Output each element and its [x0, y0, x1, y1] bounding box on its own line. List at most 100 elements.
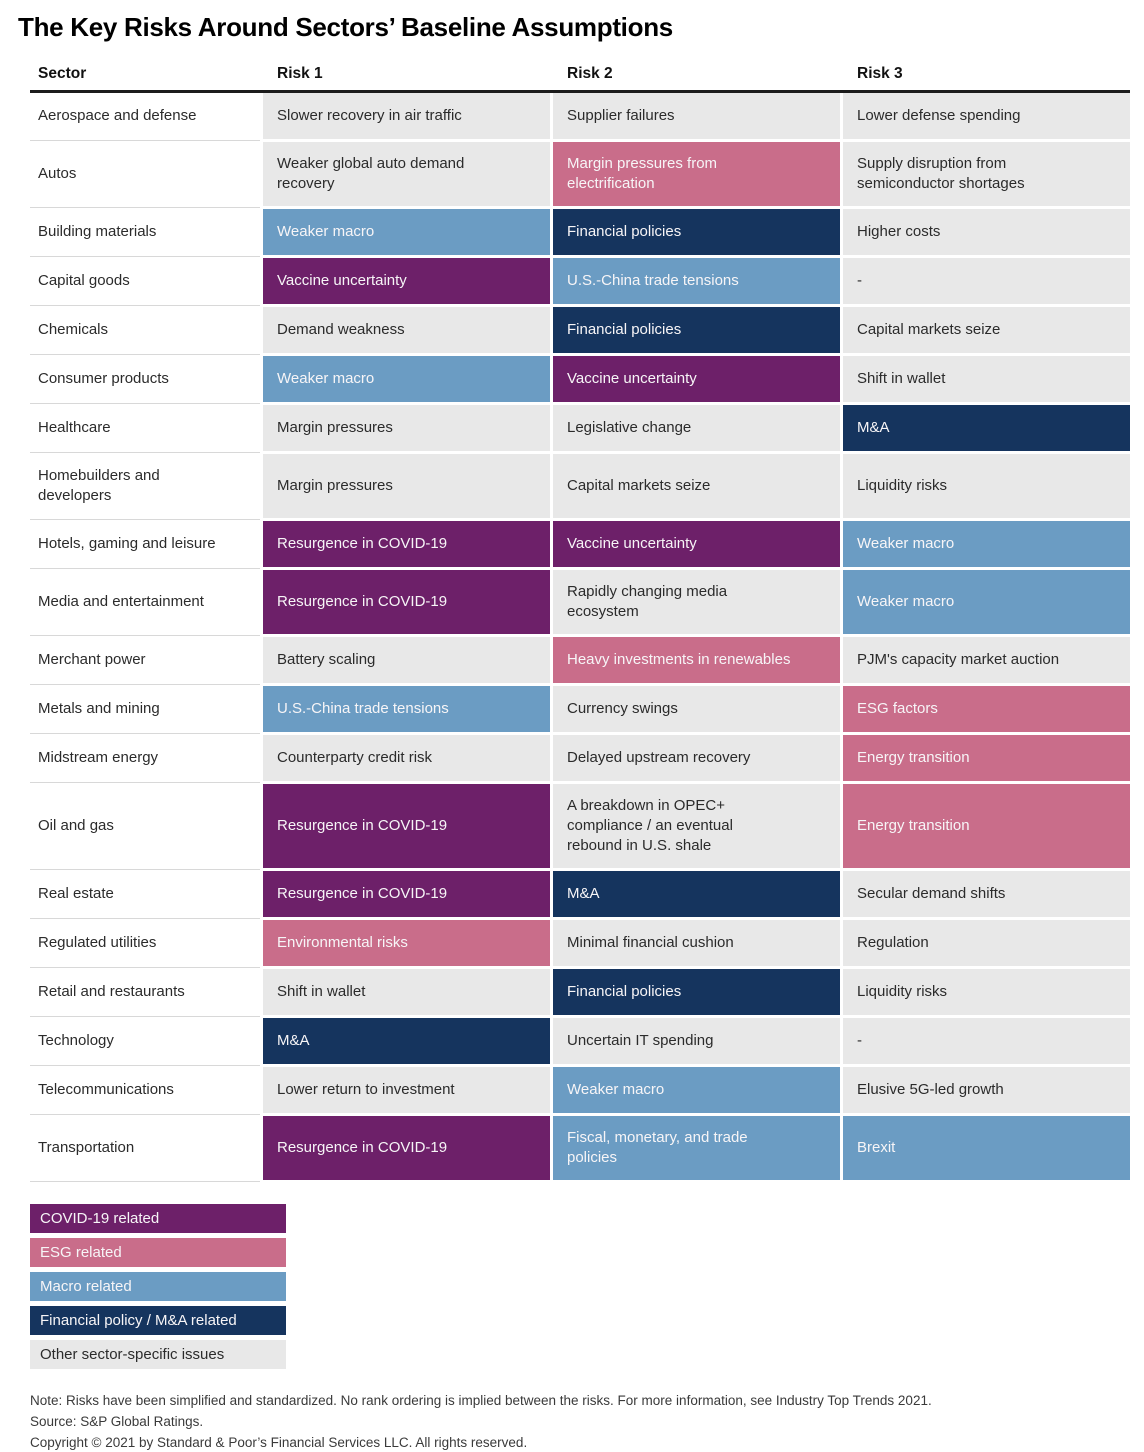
- table-row: Midstream energy Counterparty credit risk…: [30, 735, 1130, 783]
- sector-cell: Transportation: [30, 1116, 260, 1182]
- risk-1-cell: Environmental risks: [263, 920, 550, 966]
- sector-cell: Regulated utilities: [30, 920, 260, 968]
- table-row: Healthcare Margin pressures Legislative ch…: [30, 405, 1130, 453]
- risk-1-cell: Weaker macro: [263, 356, 550, 402]
- sector-cell: Retail and restaurants: [30, 969, 260, 1017]
- risk-2-cell: Financial policies: [553, 209, 840, 255]
- risk-3-cell: PJM's capacity market auction: [843, 637, 1130, 683]
- legend: COVID-19 related ESG related Macro related…: [30, 1204, 286, 1369]
- note-text: Note: Risks have been simplified and sta…: [30, 1393, 932, 1408]
- table-row: Metals and mining U.S.-China trade tensio…: [30, 686, 1130, 734]
- risk-3-cell: Energy transition: [843, 784, 1130, 868]
- sector-cell: Real estate: [30, 871, 260, 919]
- risk-3-cell: Secular demand shifts: [843, 871, 1130, 917]
- risk-3-cell: Supply disruption from semiconductor sho…: [843, 142, 1130, 206]
- legend-item-other: Other sector-specific issues: [30, 1340, 286, 1369]
- sector-cell: Oil and gas: [30, 784, 260, 870]
- sector-cell: Midstream energy: [30, 735, 260, 783]
- sector-cell: Capital goods: [30, 258, 260, 306]
- risk-1-cell: Margin pressures: [263, 405, 550, 451]
- risk-1-cell: Counterparty credit risk: [263, 735, 550, 781]
- sector-cell: Media and entertainment: [30, 570, 260, 636]
- risk-1-cell: Shift in wallet: [263, 969, 550, 1015]
- source-text: Source: S&P Global Ratings.: [30, 1413, 204, 1429]
- table-row: Real estate Resurgence in COVID-19 M&A Secu…: [30, 871, 1130, 919]
- risk-3-cell: -: [843, 258, 1130, 304]
- risk-1-cell: M&A: [263, 1018, 550, 1064]
- column-header-sector: Sector: [38, 65, 87, 82]
- risk-3-cell: Liquidity risks: [843, 969, 1130, 1015]
- table-row: Hotels, gaming and leisure Resurgence in …: [30, 521, 1130, 569]
- column-header-risk-2: Risk 2: [567, 65, 613, 82]
- risk-2-cell: M&A: [553, 871, 840, 917]
- risk-2-cell: Financial policies: [553, 307, 840, 353]
- risk-2-cell: Margin pressures from electrification: [553, 142, 840, 206]
- risk-table: Sector Risk 1 Risk 2 Risk 3 Aerospace an…: [30, 61, 1130, 1182]
- sector-cell: Metals and mining: [30, 686, 260, 734]
- column-header-risk-3: Risk 3: [857, 65, 903, 82]
- risk-2-cell: Legislative change: [553, 405, 840, 451]
- table-body: Aerospace and defense Slower recovery in …: [30, 93, 1130, 1182]
- table-row: Transportation Resurgence in COVID-19 Fisc…: [30, 1116, 1130, 1182]
- table-row: Retail and restaurants Shift in wallet Fin…: [30, 969, 1130, 1017]
- table-row: Regulated utilities Environmental risks Mi…: [30, 920, 1130, 968]
- risk-3-cell: Brexit: [843, 1116, 1130, 1180]
- table-row: Oil and gas Resurgence in COVID-19 A break…: [30, 784, 1130, 870]
- risk-2-cell: Delayed upstream recovery: [553, 735, 840, 781]
- risk-2-cell: A breakdown in OPEC+ compliance / an eve…: [553, 784, 840, 868]
- legend-item-esg: ESG related: [30, 1238, 286, 1267]
- table-row: Merchant power Battery scaling Heavy inves…: [30, 637, 1130, 685]
- risk-1-cell: Battery scaling: [263, 637, 550, 683]
- risk-3-cell: ESG factors: [843, 686, 1130, 732]
- legend-item-covid: COVID-19 related: [30, 1204, 286, 1233]
- column-header-risk-1: Risk 1: [277, 65, 323, 82]
- risk-1-cell: U.S.-China trade tensions: [263, 686, 550, 732]
- risk-1-cell: Resurgence in COVID-19: [263, 871, 550, 917]
- sector-cell: Consumer products: [30, 356, 260, 404]
- sector-cell: Aerospace and defense: [30, 93, 260, 141]
- risk-2-cell: Uncertain IT spending: [553, 1018, 840, 1064]
- table-header-row: Sector Risk 1 Risk 2 Risk 3: [30, 61, 1130, 93]
- table-row: Building materials Weaker macro Financial …: [30, 209, 1130, 257]
- risk-3-cell: Regulation: [843, 920, 1130, 966]
- risk-1-cell: Resurgence in COVID-19: [263, 784, 550, 868]
- risk-2-cell: Vaccine uncertainty: [553, 356, 840, 402]
- risk-3-cell: Shift in wallet: [843, 356, 1130, 402]
- legend-item-macro: Macro related: [30, 1272, 286, 1301]
- risk-1-cell: Resurgence in COVID-19: [263, 1116, 550, 1180]
- risk-2-cell: Capital markets seize: [553, 454, 840, 518]
- risk-2-cell: Supplier failures: [553, 93, 840, 139]
- risk-3-cell: Liquidity risks: [843, 454, 1130, 518]
- risk-1-cell: Slower recovery in air traffic: [263, 93, 550, 139]
- risk-1-cell: Lower return to investment: [263, 1067, 550, 1113]
- table-row: Telecommunications Lower return to invest…: [30, 1067, 1130, 1115]
- table-row: Homebuilders and developers Margin pressu…: [30, 454, 1130, 520]
- risk-2-cell: Vaccine uncertainty: [553, 521, 840, 567]
- risk-2-cell: Rapidly changing media ecosystem: [553, 570, 840, 634]
- sector-cell: Merchant power: [30, 637, 260, 685]
- table-row: Autos Weaker global auto demand recovery M…: [30, 142, 1130, 208]
- sector-cell: Chemicals: [30, 307, 260, 355]
- copyright-text: Copyright © 2021 by Standard & Poor’s Fi…: [30, 1434, 528, 1450]
- risk-3-cell: M&A: [843, 405, 1130, 451]
- risk-3-cell: -: [843, 1018, 1130, 1064]
- risk-3-cell: Higher costs: [843, 209, 1130, 255]
- table-row: Chemicals Demand weakness Financial polici…: [30, 307, 1130, 355]
- footnotes: Note: Risks have been simplified and sta…: [30, 1391, 1130, 1452]
- table-row: Media and entertainment Resurgence in COV…: [30, 570, 1130, 636]
- risk-2-cell: Fiscal, monetary, and trade policies: [553, 1116, 840, 1180]
- sector-cell: Building materials: [30, 209, 260, 257]
- risk-1-cell: Resurgence in COVID-19: [263, 521, 550, 567]
- legend-item-financial: Financial policy / M&A related: [30, 1306, 286, 1335]
- risk-1-cell: Margin pressures: [263, 454, 550, 518]
- sector-cell: Telecommunications: [30, 1067, 260, 1115]
- table-row: Technology M&A Uncertain IT spending -: [30, 1018, 1130, 1066]
- risk-3-cell: Energy transition: [843, 735, 1130, 781]
- risk-1-cell: Demand weakness: [263, 307, 550, 353]
- sector-cell: Autos: [30, 142, 260, 208]
- sector-cell: Technology: [30, 1018, 260, 1066]
- risk-2-cell: Currency swings: [553, 686, 840, 732]
- risk-1-cell: Weaker macro: [263, 209, 550, 255]
- risk-3-cell: Capital markets seize: [843, 307, 1130, 353]
